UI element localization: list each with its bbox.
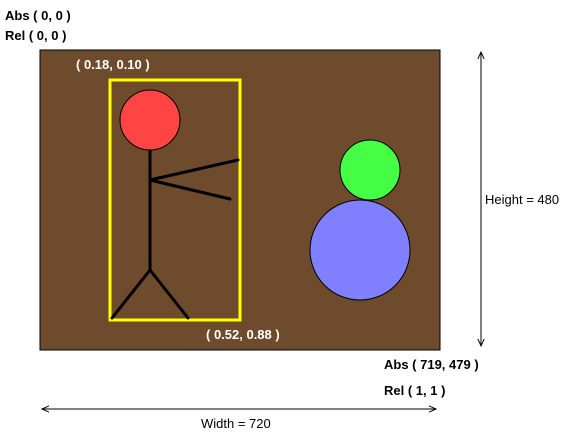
bounding-box <box>108 78 242 322</box>
abs-origin-label: Abs ( 0, 0 ) <box>5 8 71 23</box>
abs-end-label: Abs ( 719, 479 ) <box>384 357 479 372</box>
stick-figure-lower-arm <box>148 178 232 201</box>
stick-figure-left-leg <box>110 268 152 320</box>
stick-figure <box>110 148 240 320</box>
box-bottom-right-label: ( 0.52, 0.88 ) <box>206 327 280 342</box>
stick-figure-right-leg <box>148 268 190 320</box>
box-top-left-label: ( 0.18, 0.10 ) <box>76 57 150 72</box>
height-label: Height = 480 <box>485 192 560 207</box>
stick-figure-upper-arm <box>148 158 240 182</box>
green-circle <box>339 139 401 201</box>
rel-origin-label: Rel ( 0, 0 ) <box>5 28 67 43</box>
blue-circle <box>309 199 411 301</box>
stick-figure-head <box>119 89 181 151</box>
width-label: Width = 720 <box>201 416 271 431</box>
rel-end-label: Rel ( 1, 1 ) <box>384 383 446 398</box>
